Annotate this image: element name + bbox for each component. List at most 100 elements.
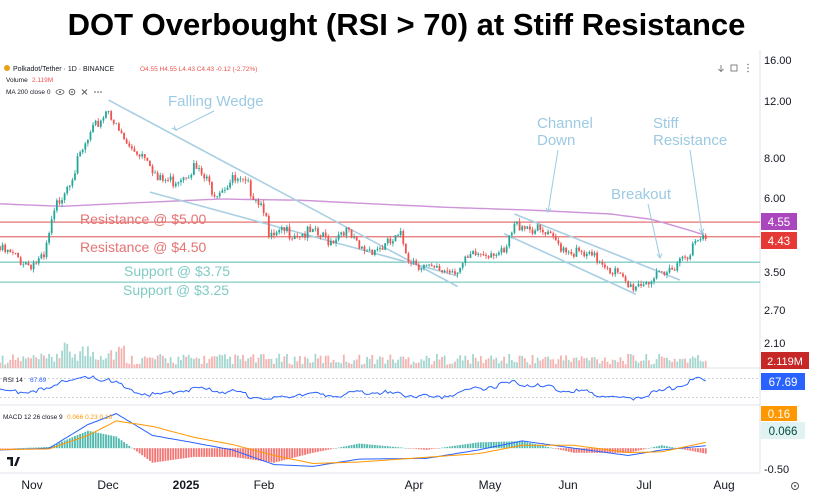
volume-bar [560, 355, 562, 368]
volume-bar [461, 360, 464, 368]
candle-body [71, 179, 74, 186]
volume-bar [531, 354, 534, 368]
volume-bar [650, 364, 653, 368]
volume-bar [704, 360, 707, 368]
candle-body [684, 256, 686, 258]
macd-histogram-bar [637, 448, 640, 451]
settings-icon[interactable] [791, 482, 799, 490]
candle-body [464, 256, 467, 263]
candle-body [552, 233, 555, 237]
candle-body [536, 224, 539, 231]
trading-chart[interactable]: Polkadot/Tether · 1D · BINANCE O4.55 H4.… [0, 50, 813, 501]
candle-body [6, 249, 9, 252]
volume-bar [76, 360, 79, 368]
volume-bar [487, 358, 490, 368]
candle-body [593, 252, 596, 256]
candle-body [691, 243, 694, 256]
volume-badge [761, 352, 809, 369]
candle-body [30, 265, 32, 270]
candle-body [311, 228, 314, 233]
volume-bar [500, 360, 503, 368]
candle-body [133, 148, 136, 152]
time-axis[interactable]: Nov Dec 2025 Feb Apr May Jun Jul Aug [21, 478, 734, 492]
candle-body [508, 235, 511, 247]
candle-body [298, 236, 301, 238]
stiff-resistance-label-line2: Resistance [653, 132, 727, 149]
macd-histogram-bar [355, 444, 358, 449]
volume-bar [327, 355, 330, 368]
macd-histogram-bar [154, 448, 157, 463]
macd-histogram-bar [278, 448, 281, 462]
time-tick-feb: Feb [254, 478, 275, 492]
macd-histogram-bar [658, 445, 661, 449]
volume-bar [187, 354, 190, 368]
price-axis[interactable]: 16.00 12.00 8.00 6.00 3.50 2.70 2.10 [764, 55, 792, 350]
volume-bar [632, 355, 635, 368]
macd-histogram-bar [647, 448, 650, 449]
macd-histogram-bar [464, 444, 467, 449]
candle-body [102, 117, 105, 121]
candle-body [265, 213, 268, 216]
candle-body [394, 235, 397, 242]
candle-body [562, 247, 565, 252]
macd-histogram-bar [45, 447, 48, 449]
volume-bar [115, 351, 118, 368]
volume-bar [53, 361, 56, 368]
candle-body [332, 240, 335, 244]
candle-body [172, 176, 175, 187]
volume-bar [280, 361, 283, 368]
volume-bar [575, 357, 578, 368]
gear-icon[interactable] [68, 88, 76, 96]
candle-body [539, 224, 542, 230]
volume-bar [404, 359, 407, 368]
volume-bar [231, 363, 234, 368]
macd-histogram-bar [697, 448, 699, 453]
candle-body [474, 251, 477, 255]
volume-bar [591, 357, 593, 368]
macd-histogram-bar [694, 448, 697, 452]
macd-histogram-bar [627, 448, 630, 453]
macd-histogram-bar [177, 448, 180, 460]
pane-controls[interactable] [718, 63, 749, 73]
volume-bar [466, 359, 469, 368]
candle-body [404, 243, 407, 254]
macd-histogram-bar [653, 447, 655, 449]
macd-histogram-bar [107, 434, 110, 449]
volume-value: 2.119M [32, 77, 53, 84]
candle-body [510, 232, 513, 236]
volume-bar [355, 359, 358, 368]
candle-body [461, 262, 464, 268]
maximize-icon[interactable] [730, 64, 738, 72]
price-tick-16: 16.00 [764, 55, 792, 67]
candle-body [658, 271, 661, 273]
candle-body [645, 282, 648, 285]
candle-body [37, 258, 40, 264]
volume-bar [226, 359, 229, 368]
candle-body [198, 168, 200, 169]
macd-histogram-bar [397, 447, 399, 449]
candle-body [505, 246, 508, 253]
macd-signal-line [0, 420, 706, 465]
candle-body [355, 236, 358, 241]
eye-icon[interactable] [55, 89, 65, 95]
candle-body [43, 254, 45, 258]
macd-histogram-bar [174, 448, 177, 460]
arrow-down-icon[interactable] [718, 65, 724, 73]
macd-histogram-bar [118, 438, 120, 449]
candle-body [428, 264, 431, 266]
candle-body [699, 239, 702, 241]
close-icon[interactable] [81, 89, 88, 95]
more-icon[interactable] [94, 91, 102, 93]
macd-histogram-bar [585, 448, 588, 453]
volume-bar [601, 360, 604, 368]
menu-dots-icon[interactable] [747, 63, 749, 73]
volume-bar [441, 356, 443, 368]
candle-body [521, 226, 524, 231]
price-tick-12: 12.00 [764, 96, 792, 108]
support-325-label: Support @ $3.25 [123, 282, 229, 298]
volume-bar [74, 354, 76, 368]
macd-histogram-bar [317, 448, 319, 452]
volume-bar [180, 359, 182, 368]
macd-histogram-bar [200, 448, 203, 457]
macd-histogram-bar [472, 443, 474, 449]
